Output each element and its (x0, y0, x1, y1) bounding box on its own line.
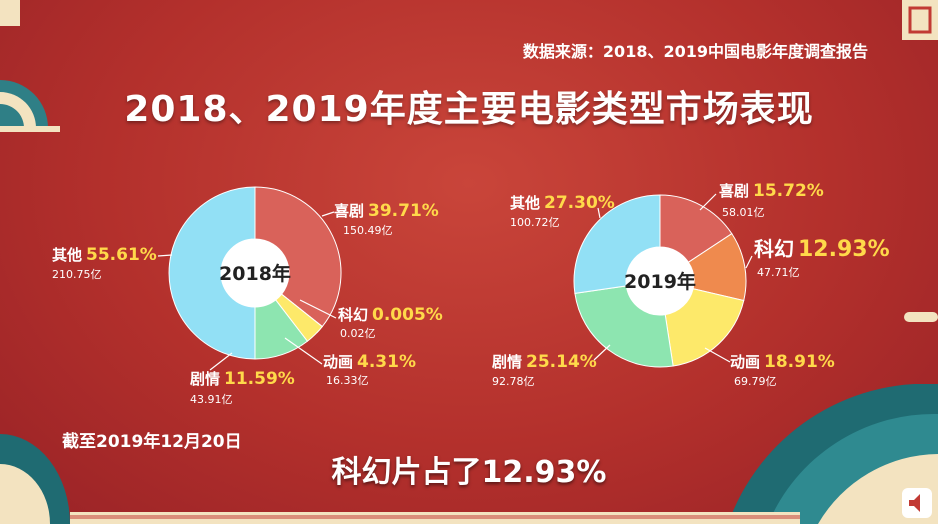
value-2019-comedy: 58.01亿 (722, 206, 765, 219)
donut-hole-2018 (221, 239, 289, 307)
value-2019-animation: 69.79亿 (734, 375, 777, 388)
label-2018-other: 其他 55.61% (52, 244, 157, 265)
label-2019-comedy: 喜剧 15.72% (719, 180, 824, 201)
value-2018-scifi: 0.02亿 (340, 327, 376, 340)
label-name: 其他 (52, 246, 83, 264)
speaker-icon[interactable] (902, 488, 932, 518)
leader-line (593, 344, 611, 361)
leader-line (209, 352, 233, 371)
decoration-bottom-right-fan (728, 384, 938, 524)
page-title: 2018、2019年度主要电影类型市场表现 (124, 89, 814, 130)
leader-line (745, 255, 753, 269)
value-2018-other: 210.75亿 (52, 268, 102, 281)
value-2018-comedy: 150.49亿 (343, 224, 393, 237)
label-percent: 11.59% (224, 369, 295, 389)
center-label-2019: 2019年 (624, 270, 696, 293)
label-name: 科幻 (338, 306, 369, 324)
value-2018-animation: 16.33亿 (326, 374, 369, 387)
label-percent: 12.93% (798, 237, 890, 262)
leader-line (321, 211, 335, 217)
label-percent: 0.005% (372, 305, 443, 325)
leader-line (597, 207, 601, 219)
label-2018-comedy: 喜剧 39.71% (334, 200, 439, 221)
decoration-top-left-frame (0, 0, 20, 26)
data-source: 数据来源：2018、2019中国电影年度调查报告 (522, 42, 868, 61)
leader-line (699, 193, 717, 211)
label-name: 喜剧 (719, 182, 750, 200)
value-2019-other: 100.72亿 (510, 216, 560, 229)
label-2019-scifi: 科幻 12.93% (754, 233, 890, 262)
value-2018-drama: 43.91亿 (190, 393, 233, 406)
subtitle-caption: 科幻片占了12.93% (331, 455, 607, 490)
label-percent: 15.72% (753, 181, 824, 201)
label-name: 动画 (730, 353, 761, 371)
label-name: 动画 (323, 353, 354, 371)
label-2018-scifi: 科幻 0.005% (338, 304, 443, 325)
decoration-top-right-frame (902, 0, 938, 40)
label-percent: 39.71% (368, 201, 439, 221)
label-percent: 4.31% (357, 352, 416, 372)
cutoff-date-note: 截至2019年12月20日 (62, 432, 242, 452)
label-percent: 25.14% (526, 352, 597, 372)
decoration-bottom-border (70, 512, 800, 524)
label-name: 喜剧 (334, 202, 365, 220)
label-name: 剧情 (190, 370, 221, 388)
leader-line (299, 299, 337, 319)
label-percent: 27.30% (544, 193, 615, 213)
donut-hole-2019 (626, 247, 694, 315)
label-2019-drama: 剧情 25.14% (492, 351, 597, 372)
leader-line (284, 337, 323, 365)
label-2019-other: 其他 27.30% (510, 192, 615, 213)
label-2019-animation: 动画 18.91% (730, 351, 835, 372)
label-name: 其他 (510, 194, 541, 212)
label-name: 剧情 (492, 353, 523, 371)
value-2019-scifi: 47.71亿 (757, 266, 800, 279)
leader-line (157, 254, 173, 257)
decoration-bottom-left-fan (0, 434, 70, 524)
decoration-left-fan (0, 80, 60, 132)
decoration-right-bar (904, 312, 938, 322)
label-percent: 55.61% (86, 245, 157, 265)
label-name: 科幻 (754, 237, 794, 261)
value-2019-drama: 92.78亿 (492, 375, 535, 388)
label-2018-drama: 剧情 11.59% (190, 368, 295, 389)
leader-line (704, 347, 731, 363)
label-2018-animation: 动画 4.31% (323, 351, 416, 372)
center-label-2018: 2018年 (219, 262, 291, 285)
label-percent: 18.91% (764, 352, 835, 372)
